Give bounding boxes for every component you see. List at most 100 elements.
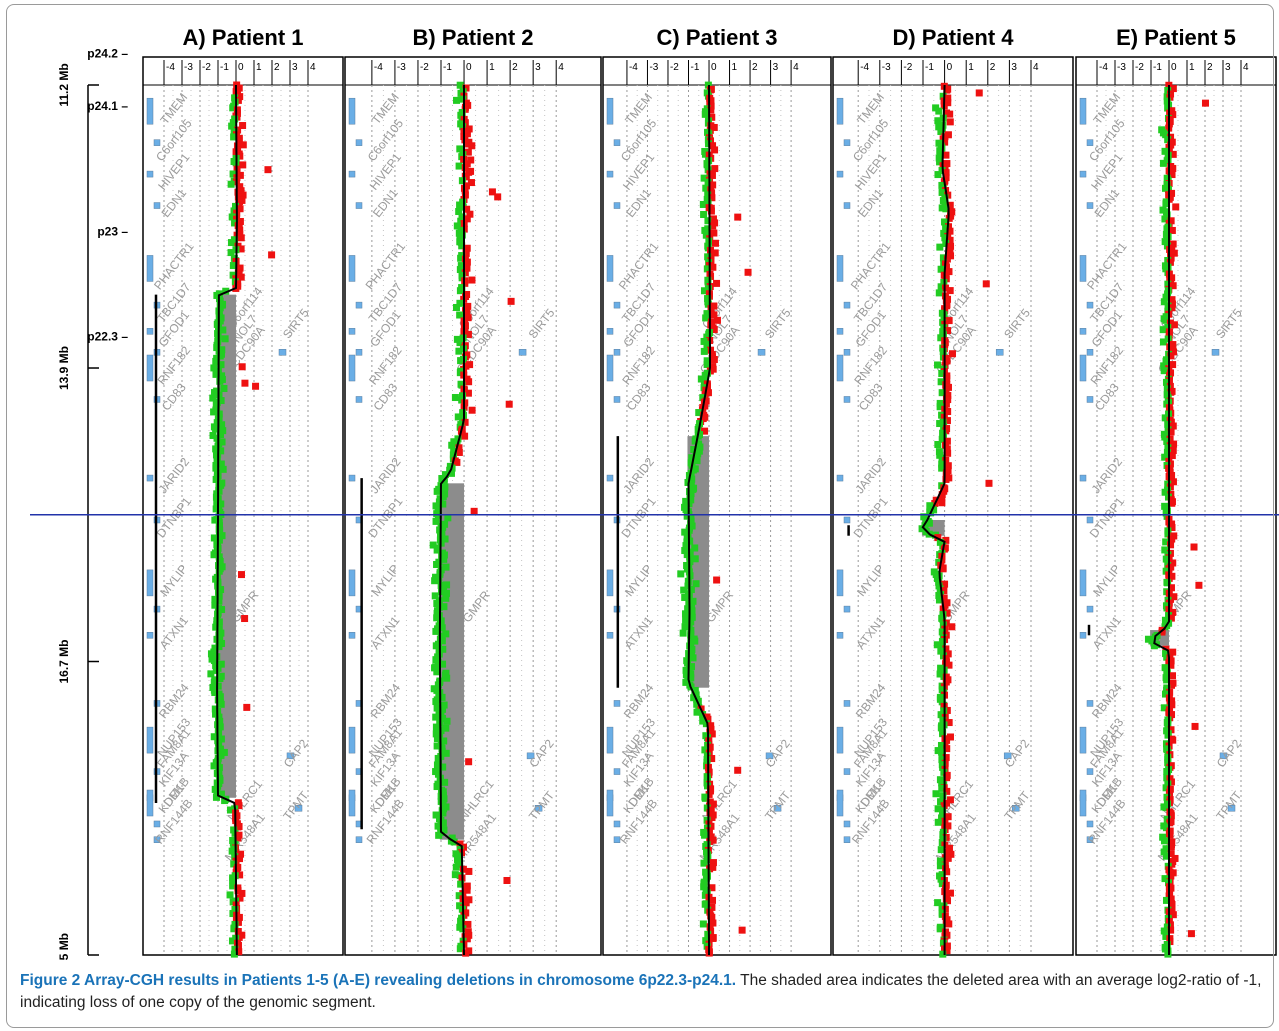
- panel-title: B) Patient 2: [412, 25, 533, 50]
- probe-point: [218, 372, 226, 380]
- probe-point: [709, 181, 717, 189]
- gene-box: [355, 396, 363, 403]
- probe-point: [985, 479, 993, 487]
- probe-point: [1162, 538, 1170, 546]
- gene-box: [1079, 328, 1087, 335]
- probe-point: [939, 254, 947, 262]
- x-tick-label: -3: [649, 62, 658, 73]
- probe-point: [215, 553, 223, 561]
- gene-box: [843, 836, 851, 843]
- gene-box: [1011, 805, 1020, 812]
- probe-point: [1163, 225, 1171, 233]
- probe-point: [1162, 650, 1170, 658]
- probe-point: [457, 262, 465, 270]
- probe-point: [212, 464, 220, 472]
- x-tick-label: -2: [420, 62, 429, 73]
- probe-point: [221, 797, 229, 805]
- gene-box: [518, 349, 527, 356]
- profile-line: [921, 84, 950, 955]
- probe-point: [221, 335, 229, 343]
- probe-point: [461, 186, 469, 194]
- probe-point: [439, 714, 447, 722]
- probe-point: [456, 945, 464, 953]
- probe-point: [457, 238, 465, 246]
- probe-point: [936, 670, 944, 678]
- probe-point: [212, 623, 220, 631]
- probe-point: [1161, 453, 1169, 461]
- gene-box: [1079, 726, 1087, 754]
- x-tick-label: 0: [1171, 62, 1177, 73]
- probe-point: [1167, 614, 1175, 622]
- probe-point: [693, 708, 701, 716]
- probe-point: [212, 445, 220, 453]
- gene-box: [1079, 97, 1087, 125]
- probe-point: [213, 787, 221, 795]
- probe-point: [690, 445, 698, 453]
- probe-point: [708, 814, 716, 822]
- probe-point: [465, 168, 473, 176]
- probe-point: [707, 307, 715, 315]
- probe-point: [432, 723, 440, 731]
- probe-point: [703, 161, 711, 169]
- gene-box: [836, 789, 844, 817]
- x-tick-label: 4: [793, 62, 799, 73]
- probe-point: [691, 544, 699, 552]
- probe-point: [1160, 927, 1168, 935]
- probe-point: [456, 287, 464, 295]
- probe-point: [210, 657, 218, 665]
- probe-point: [1169, 608, 1177, 616]
- probe-point: [703, 310, 711, 318]
- probe-point: [947, 242, 955, 250]
- probe-point: [708, 171, 716, 179]
- probe-point: [936, 925, 944, 933]
- probe-point: [704, 217, 712, 225]
- probe-point: [942, 536, 950, 544]
- probe-point: [935, 578, 943, 586]
- probe-point: [1167, 536, 1175, 544]
- probe-point: [210, 551, 218, 559]
- probe-point: [1168, 499, 1176, 507]
- probe-point: [688, 607, 696, 615]
- gene-box: [146, 328, 154, 335]
- probe-point: [687, 670, 695, 678]
- x-tick-label: 1: [1189, 62, 1195, 73]
- probe-point: [700, 174, 708, 182]
- probe-point: [236, 93, 244, 101]
- probe-point: [1168, 900, 1176, 908]
- probe-point: [935, 289, 943, 297]
- probe-point: [1164, 759, 1172, 767]
- x-tick-label: -2: [670, 62, 679, 73]
- probe-point: [682, 666, 690, 674]
- probe-point: [1163, 448, 1171, 456]
- gene-box: [836, 97, 844, 125]
- probe-point: [455, 162, 463, 170]
- probe-point: [941, 199, 949, 207]
- probe-point: [945, 920, 953, 928]
- probe-point: [209, 394, 217, 402]
- gene-box: [843, 605, 851, 613]
- gene-box: [1079, 474, 1087, 482]
- probe-point: [680, 586, 688, 594]
- x-tick-label: -4: [374, 62, 383, 73]
- probe-point: [462, 899, 470, 907]
- probe-point: [935, 154, 943, 162]
- probe-point: [442, 563, 450, 571]
- x-tick-label: -2: [1135, 62, 1144, 73]
- probe-point: [711, 239, 719, 247]
- probe-point: [463, 264, 471, 272]
- probe-point: [933, 575, 941, 583]
- probe-point: [442, 594, 450, 602]
- gene-box: [348, 789, 356, 817]
- probe-point: [434, 681, 442, 689]
- probe-point: [704, 199, 712, 207]
- probe-point: [213, 419, 221, 427]
- probe-point: [463, 130, 471, 138]
- probe-point: [944, 327, 952, 335]
- probe-point: [1161, 664, 1169, 672]
- probe-point: [218, 532, 226, 540]
- panel-title: A) Patient 1: [182, 25, 303, 50]
- probe-point: [946, 796, 954, 804]
- probe-point: [210, 534, 218, 542]
- probe-point: [466, 210, 474, 218]
- probe-point: [1159, 326, 1167, 334]
